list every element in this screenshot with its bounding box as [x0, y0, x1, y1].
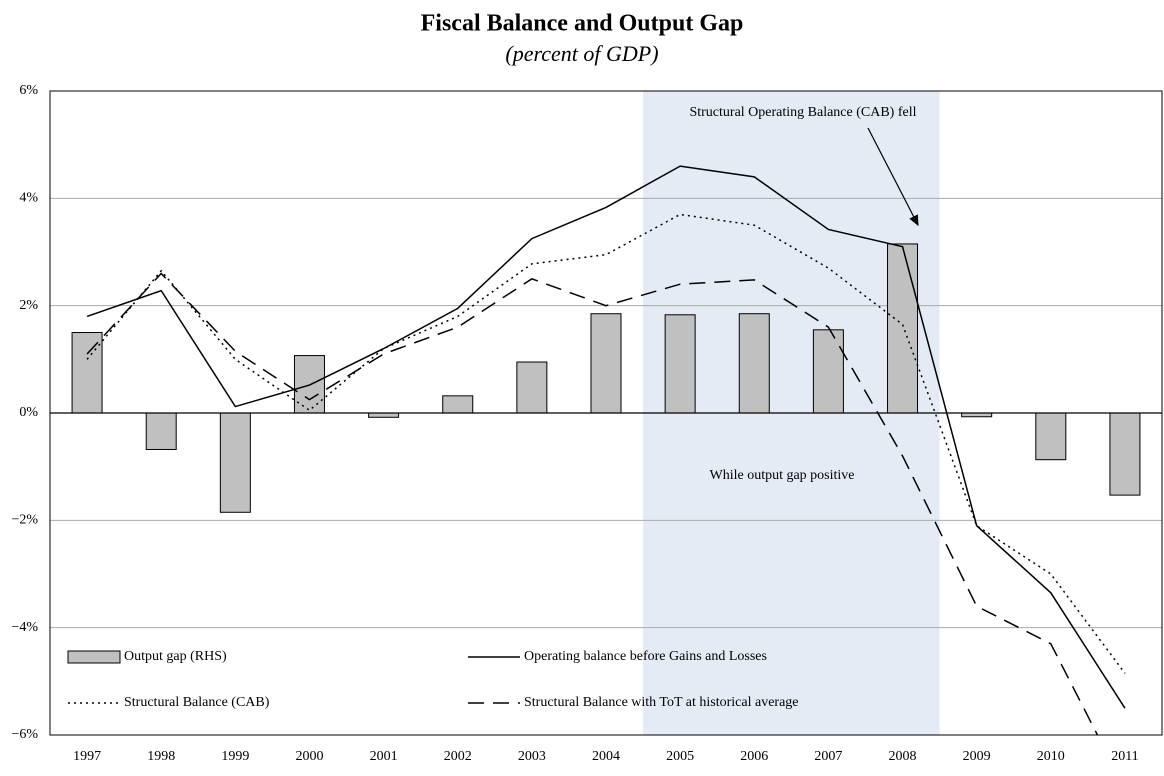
bar [1035, 412, 1067, 461]
chart-title: Fiscal Balance and Output Gap [421, 11, 744, 37]
bar [812, 329, 844, 414]
y-tick-label: 6% [19, 83, 38, 98]
bar [442, 395, 474, 414]
x-tick-label: 2004 [592, 749, 620, 764]
bar [887, 243, 919, 414]
legend-label: Structural Balance with ToT at historica… [524, 695, 799, 710]
x-tick-label: 2006 [740, 749, 768, 764]
chart-subtitle: (percent of GDP) [505, 41, 658, 66]
x-tick-label: 2003 [518, 749, 546, 764]
y-tick-label: 2% [19, 298, 38, 313]
legend-swatch [67, 650, 121, 664]
bar [1109, 412, 1141, 496]
bar [516, 361, 548, 414]
annotation: Structural Operating Balance (CAB) fell [689, 105, 916, 120]
line-series [86, 165, 1126, 709]
y-tick-label: −2% [11, 513, 38, 528]
annotation-arrow [867, 127, 919, 227]
y-tick-label: −6% [11, 727, 38, 742]
x-tick-label: 2000 [295, 749, 323, 764]
line-series [86, 272, 1099, 735]
x-tick-label: 2001 [370, 749, 398, 764]
y-tick-label: 4% [19, 191, 38, 206]
x-tick-label: 2011 [1111, 749, 1138, 764]
bar [219, 412, 251, 513]
bar [664, 314, 696, 414]
plot-layer [71, 165, 1141, 735]
annotation: While output gap positive [709, 468, 854, 483]
legend-label: Structural Balance (CAB) [124, 695, 270, 710]
x-tick-label: 2008 [889, 749, 917, 764]
bar [590, 313, 622, 414]
y-tick-label: −4% [11, 620, 38, 635]
x-tick-label: 2005 [666, 749, 694, 764]
y-tick-label: 0% [19, 405, 38, 420]
x-tick-label: 2009 [963, 749, 991, 764]
legend-label: Output gap (RHS) [124, 649, 227, 664]
x-tick-label: 2010 [1037, 749, 1065, 764]
x-tick-label: 2007 [814, 749, 842, 764]
legend-label: Operating balance before Gains and Losse… [524, 649, 767, 664]
bar [71, 332, 103, 414]
x-tick-label: 1999 [221, 749, 249, 764]
bar [738, 313, 770, 414]
x-tick-label: 1998 [147, 749, 175, 764]
bar [145, 412, 177, 450]
x-tick-label: 1997 [73, 749, 101, 764]
x-tick-label: 2002 [444, 749, 472, 764]
